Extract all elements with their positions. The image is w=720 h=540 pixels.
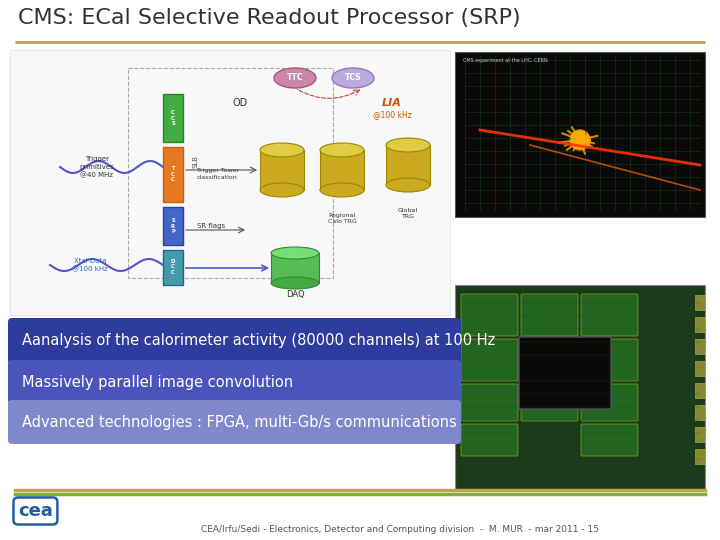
FancyBboxPatch shape <box>521 294 578 336</box>
FancyBboxPatch shape <box>461 384 518 421</box>
Text: Global
TRG: Global TRG <box>398 208 418 219</box>
Text: OD: OD <box>233 98 248 108</box>
Text: DAQ: DAQ <box>286 290 305 299</box>
FancyBboxPatch shape <box>695 295 705 310</box>
Ellipse shape <box>271 247 319 259</box>
Text: SR flags: SR flags <box>197 223 225 229</box>
FancyBboxPatch shape <box>521 384 578 421</box>
FancyBboxPatch shape <box>461 424 518 456</box>
Ellipse shape <box>271 277 319 289</box>
Ellipse shape <box>386 138 430 152</box>
Text: TCS: TCS <box>345 73 361 83</box>
Text: TTC: TTC <box>287 73 303 83</box>
FancyBboxPatch shape <box>581 339 638 381</box>
FancyBboxPatch shape <box>386 145 430 185</box>
Ellipse shape <box>320 183 364 197</box>
Text: SLB: SLB <box>192 156 198 168</box>
Text: Trigger Tower
classification: Trigger Tower classification <box>197 168 239 180</box>
Ellipse shape <box>274 68 316 88</box>
FancyBboxPatch shape <box>163 94 183 142</box>
Text: S
R
P: S R P <box>171 218 175 234</box>
FancyBboxPatch shape <box>581 384 638 421</box>
Ellipse shape <box>260 143 304 157</box>
FancyBboxPatch shape <box>10 50 450 315</box>
FancyBboxPatch shape <box>260 150 304 190</box>
FancyBboxPatch shape <box>163 147 183 202</box>
Text: Regional
Calo TRG: Regional Calo TRG <box>328 213 356 224</box>
FancyBboxPatch shape <box>8 318 461 364</box>
Ellipse shape <box>386 178 430 192</box>
Ellipse shape <box>320 143 364 157</box>
FancyBboxPatch shape <box>320 150 364 190</box>
FancyBboxPatch shape <box>455 285 705 490</box>
Text: Trigger
primitives
@40 MHz: Trigger primitives @40 MHz <box>80 156 114 178</box>
FancyBboxPatch shape <box>581 294 638 336</box>
FancyBboxPatch shape <box>695 427 705 442</box>
Text: CMS experiment at the LHC, CERN: CMS experiment at the LHC, CERN <box>463 58 548 63</box>
FancyBboxPatch shape <box>271 253 319 283</box>
Text: LIA: LIA <box>382 98 402 108</box>
Ellipse shape <box>260 183 304 197</box>
Circle shape <box>570 130 590 150</box>
Text: T
C
C: T C C <box>171 166 175 183</box>
Text: cea: cea <box>18 502 53 520</box>
Text: @100 kHz: @100 kHz <box>372 111 411 119</box>
Ellipse shape <box>332 68 374 88</box>
FancyBboxPatch shape <box>695 383 705 398</box>
Text: Xtal Data
@100 kHz: Xtal Data @100 kHz <box>72 258 108 272</box>
Text: CMS: ECal Selective Readout Processor (SRP): CMS: ECal Selective Readout Processor (S… <box>18 8 521 28</box>
FancyBboxPatch shape <box>455 52 705 217</box>
FancyBboxPatch shape <box>695 339 705 354</box>
Text: Massively parallel image convolution: Massively parallel image convolution <box>22 375 293 389</box>
FancyBboxPatch shape <box>163 250 183 285</box>
FancyBboxPatch shape <box>163 207 183 245</box>
FancyBboxPatch shape <box>519 337 611 409</box>
FancyBboxPatch shape <box>461 339 518 381</box>
FancyBboxPatch shape <box>8 360 461 404</box>
Text: Advanced technologies : FPGA, multi-Gb/s communications: Advanced technologies : FPGA, multi-Gb/s… <box>22 415 456 429</box>
FancyBboxPatch shape <box>695 405 705 420</box>
FancyBboxPatch shape <box>8 400 461 444</box>
FancyBboxPatch shape <box>581 424 638 456</box>
FancyBboxPatch shape <box>461 294 518 336</box>
FancyBboxPatch shape <box>695 449 705 464</box>
Text: C
C
S: C C S <box>171 110 175 126</box>
Text: Aanalysis of the calorimeter activity (80000 channels) at 100 Hz: Aanalysis of the calorimeter activity (8… <box>22 334 495 348</box>
FancyBboxPatch shape <box>695 361 705 376</box>
Text: D
C
C: D C C <box>171 259 175 275</box>
Text: CEA/Irfu/Sedi - Electronics, Detector and Computing division  -  M. MUR  - mar 2: CEA/Irfu/Sedi - Electronics, Detector an… <box>201 525 599 535</box>
FancyBboxPatch shape <box>695 317 705 332</box>
